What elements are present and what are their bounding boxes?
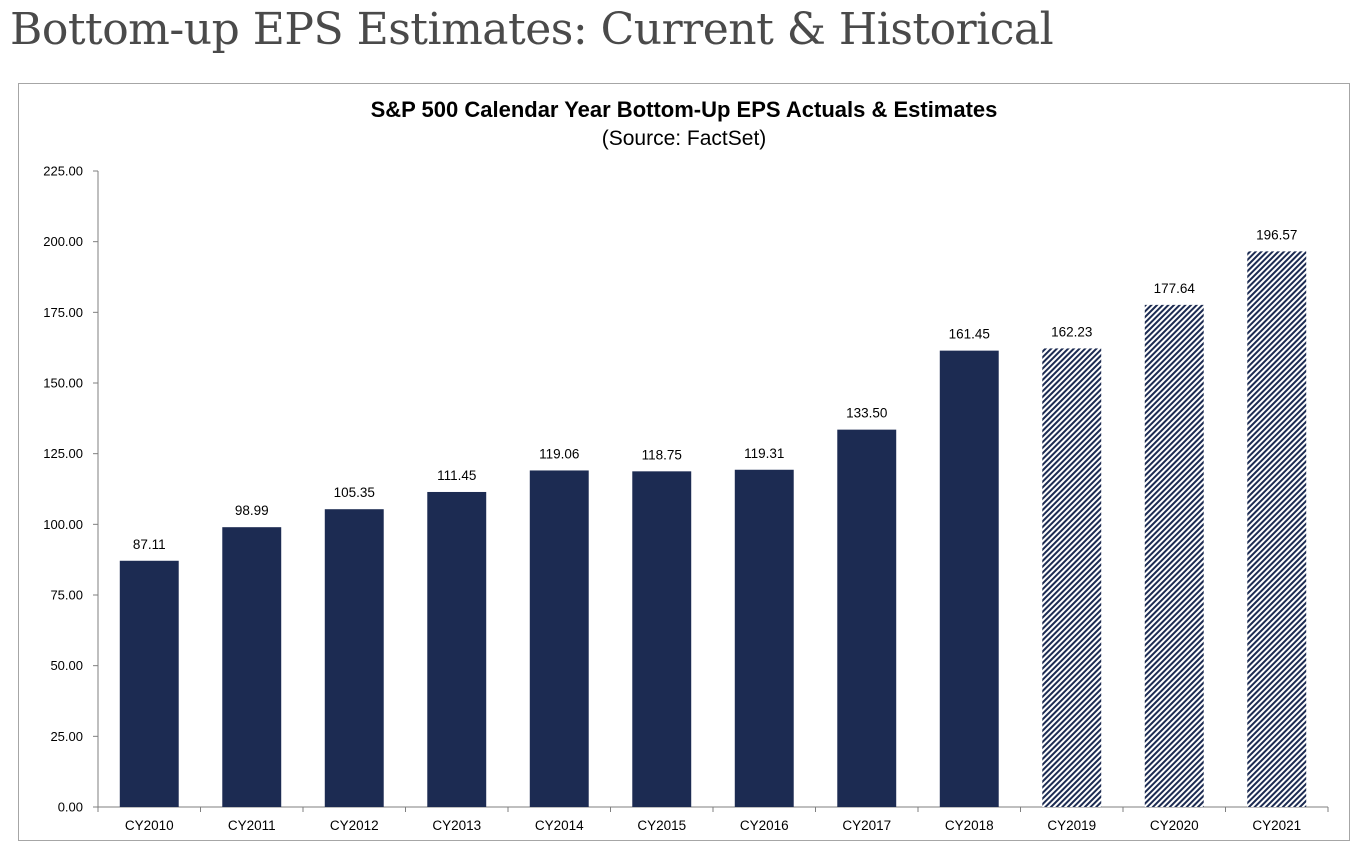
page-heading: Bottom-up EPS Estimates: Current & Histo… [10, 4, 1054, 55]
y-tick-label: 100.00 [43, 517, 83, 532]
bar-cy2016 [734, 469, 794, 807]
y-tick-label: 225.00 [43, 164, 83, 179]
x-tick-label-cy2018: CY2018 [945, 818, 994, 833]
x-tick-label-cy2014: CY2014 [535, 818, 584, 833]
y-tick-label: 75.00 [50, 588, 83, 603]
bar-cy2011 [222, 527, 282, 807]
x-axis: CY2010 CY2011 CY2012 CY2013 CY2014 CY2015 CY20… [97, 806, 1329, 833]
data-label-cy2021: 196.57 [1256, 227, 1297, 242]
y-axis: 0.00 25.00 50.00 75.00 100.00 125.00 150.00 175… [43, 164, 99, 815]
y-tick-label: 200.00 [43, 234, 83, 249]
y-tick-label: 25.00 [50, 729, 83, 744]
y-tick-label: 175.00 [43, 305, 83, 320]
bar-cy2012 [324, 509, 384, 807]
bar-chart: S&P 500 Calendar Year Bottom-Up EPS Actu… [43, 97, 1329, 833]
y-tick-label: 125.00 [43, 446, 83, 461]
data-label-cy2014: 119.06 [539, 446, 579, 461]
data-label-cy2015: 118.75 [642, 447, 682, 462]
bar-cy2013 [427, 491, 487, 807]
x-tick-label-cy2010: CY2010 [125, 818, 174, 833]
x-tick-label-cy2012: CY2012 [330, 818, 379, 833]
bar-cy2019 [1042, 348, 1102, 807]
y-tick-label: 50.00 [50, 658, 83, 673]
x-tick-label-cy2020: CY2020 [1150, 818, 1199, 833]
chart-title: S&P 500 Calendar Year Bottom-Up EPS Actu… [371, 97, 998, 122]
x-tick-label-cy2011: CY2011 [228, 818, 276, 833]
x-tick-label-cy2021: CY2021 [1252, 818, 1301, 833]
data-label-cy2019: 162.23 [1051, 324, 1092, 339]
y-tick-label: 0.00 [58, 800, 83, 815]
chart-frame: S&P 500 Calendar Year Bottom-Up EPS Actu… [18, 83, 1350, 841]
bar-cy2020 [1144, 304, 1204, 807]
bar-cy2014 [529, 470, 589, 807]
data-label-cy2020: 177.64 [1154, 281, 1196, 296]
bar-cy2010 [119, 560, 179, 807]
data-label-cy2012: 105.35 [334, 485, 375, 500]
data-label-cy2016: 119.31 [744, 446, 784, 461]
bar-cy2015 [632, 471, 692, 807]
data-label-cy2018: 161.45 [949, 327, 990, 342]
chart-subtitle: (Source: FactSet) [602, 127, 767, 150]
x-tick-label-cy2019: CY2019 [1047, 818, 1096, 833]
data-labels: 87.11 98.99 105.35 111.45 119.06 118.75 119.31… [133, 227, 1298, 551]
bar-cy2017 [837, 429, 897, 807]
bar-cy2021 [1247, 251, 1307, 808]
y-tick-label: 150.00 [43, 376, 83, 391]
x-tick-label-cy2013: CY2013 [432, 818, 481, 833]
bars [119, 251, 1307, 808]
bar-cy2018 [939, 350, 999, 807]
data-label-cy2011: 98.99 [235, 503, 269, 518]
x-tick-label-cy2016: CY2016 [740, 818, 789, 833]
data-label-cy2017: 133.50 [846, 406, 887, 421]
x-tick-label-cy2015: CY2015 [637, 818, 686, 833]
data-label-cy2010: 87.11 [133, 537, 166, 552]
x-tick-label-cy2017: CY2017 [842, 818, 891, 833]
data-label-cy2013: 111.45 [437, 468, 476, 483]
